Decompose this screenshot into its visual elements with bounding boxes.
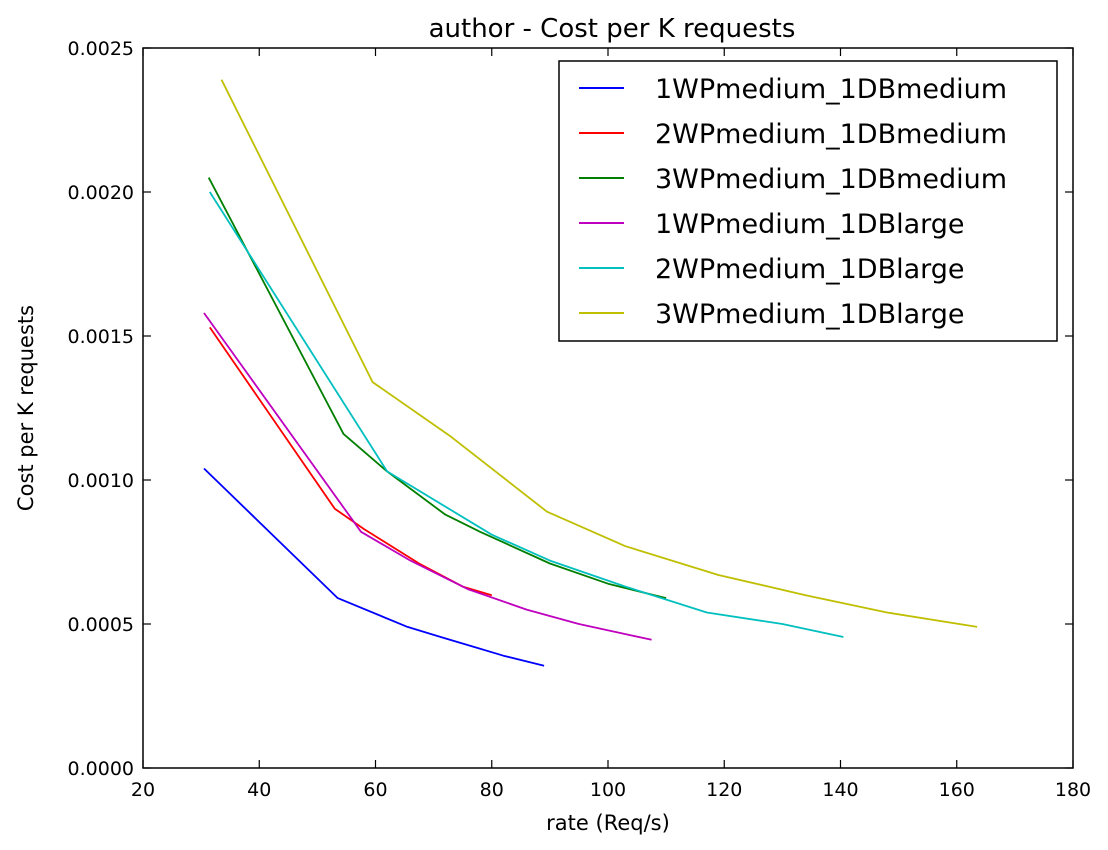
x-tick-label: 60: [363, 779, 387, 801]
legend-label: 3WPmedium_1DBmedium: [655, 164, 1007, 195]
legend-box: [558, 60, 1058, 342]
y-axis-label: Cost per K requests: [14, 305, 38, 511]
x-tick-label: 120: [706, 779, 742, 801]
x-tick-label: 20: [131, 779, 155, 801]
x-tick-label: 180: [1055, 779, 1091, 801]
series-line-4: [203, 312, 652, 641]
legend-label: 2WPmedium_1DBlarge: [655, 254, 965, 285]
series-line-1: [203, 467, 545, 667]
x-tick-label: 40: [247, 779, 271, 801]
x-tick-label: 160: [939, 779, 975, 801]
x-tick-label: 100: [590, 779, 626, 801]
ticks-layer: 20 40 60 80 100 120 140 160 180 0.0000 0.0005 0.001…: [68, 38, 1092, 801]
series-line-5: [209, 191, 844, 638]
legend-label: 3WPmedium_1DBlarge: [655, 299, 965, 330]
y-tick-label: 0.0025: [68, 38, 134, 60]
plot-frame: [142, 47, 1074, 769]
legend: 1WPmedium_1DBmedium 2WPmedium_1DBmedium 3W…: [558, 60, 1058, 342]
y-tick-label: 0.0000: [68, 758, 134, 780]
y-tick-label: 0.0020: [68, 182, 134, 204]
legend-label: 2WPmedium_1DBmedium: [655, 119, 1007, 150]
y-tick-label: 0.0015: [68, 326, 134, 348]
y-tick-label: 0.0005: [68, 614, 134, 636]
legend-label: 1WPmedium_1DBmedium: [655, 74, 1007, 105]
series-line-6: [220, 79, 978, 628]
x-tick-label: 80: [480, 779, 504, 801]
chart-title: author - Cost per K requests: [429, 14, 796, 44]
x-tick-label: 140: [822, 779, 858, 801]
x-axis-label: rate (Req/s): [546, 811, 670, 835]
series-line-3: [207, 177, 667, 599]
y-tick-label: 0.0010: [68, 470, 134, 492]
legend-label: 1WPmedium_1DBlarge: [655, 209, 965, 240]
series-layer: [203, 79, 978, 667]
